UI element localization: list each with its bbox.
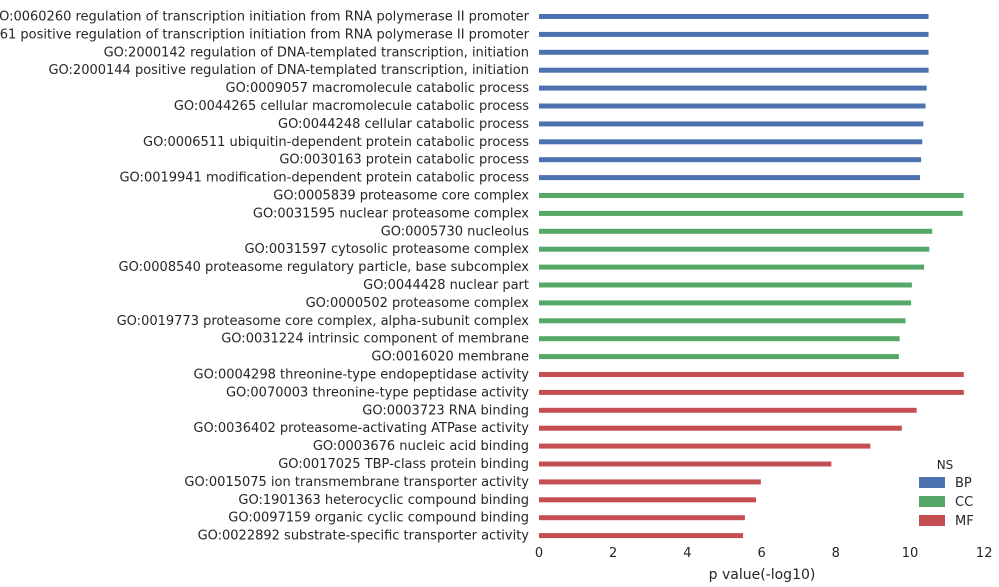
- category-label: GO:0003676 nucleic acid binding: [313, 439, 529, 454]
- category-label: GO:0030163 protein catabolic process: [279, 153, 529, 168]
- category-label: GO:2000142 regulation of DNA-templated t…: [104, 45, 529, 60]
- category-label: GO:0003723 RNA binding: [362, 403, 529, 418]
- x-axis-title: p value(-log10): [709, 567, 816, 583]
- category-label: GO:0005839 proteasome core complex: [273, 189, 529, 204]
- legend-items: BP CC MF: [919, 476, 974, 529]
- category-label: GO:0070003 threonine-type peptidase acti…: [226, 385, 529, 400]
- bar-mf: [539, 497, 757, 503]
- x-tick-label: 2: [609, 546, 617, 561]
- legend-label-mf: MF: [955, 514, 974, 529]
- bar-cc: [539, 354, 899, 360]
- x-tick-label: 10: [902, 546, 919, 561]
- category-label: GO:0015075 ion transmembrane transporter…: [184, 475, 529, 490]
- category-label: GO:0005730 nucleolus: [381, 224, 530, 239]
- category-label: GO:0000502 proteasome complex: [306, 296, 530, 311]
- bar-mf: [539, 443, 871, 449]
- x-tick-label: 0: [535, 546, 543, 561]
- legend-swatch-cc: [919, 496, 945, 507]
- bar-cc: [539, 336, 900, 342]
- x-tick-label: 8: [832, 546, 840, 561]
- category-label: GO:0019773 proteasome core complex, alph…: [117, 314, 530, 329]
- bar-cc: [539, 282, 912, 288]
- bar-bp: [539, 157, 922, 163]
- bar-mf: [539, 461, 832, 467]
- bar-cc: [539, 318, 906, 324]
- category-label: GO:0017025 TBP-class protein binding: [278, 457, 529, 472]
- category-label: GO:0036402 proteasome-activating ATPase …: [193, 421, 529, 436]
- legend-label-cc: CC: [955, 495, 973, 510]
- bars: [539, 14, 964, 539]
- category-label: GO:0019941 modification-dependent protei…: [119, 171, 529, 186]
- category-label: GO:1901363 heterocyclic compound binding: [238, 493, 529, 508]
- bar-cc: [539, 193, 964, 198]
- category-label: GO:0031595 nuclear proteasome complex: [253, 206, 529, 221]
- legend-swatch-mf: [919, 515, 945, 526]
- category-label: GO:0008540 proteasome regulatory particl…: [119, 260, 530, 275]
- category-label: GO:0031224 intrinsic component of membra…: [221, 332, 529, 347]
- x-tick-label: 4: [683, 546, 691, 561]
- bar-cc: [539, 264, 925, 270]
- bar-bp: [539, 31, 929, 37]
- bar-bp: [539, 121, 924, 127]
- category-label: GO:0044428 nuclear part: [363, 278, 529, 293]
- bar-bp: [539, 67, 929, 73]
- bar-mf: [539, 372, 964, 377]
- bar-cc: [539, 228, 933, 234]
- bar-mf: [539, 515, 745, 521]
- category-label: GO:0044248 cellular catabolic process: [278, 117, 529, 132]
- category-label: GO:0009057 macromolecule catabolic proce…: [226, 81, 530, 96]
- category-label: GO:2000144 positive regulation of DNA-te…: [48, 63, 529, 78]
- bar-bp: [539, 85, 927, 91]
- bar-mf: [539, 389, 964, 395]
- category-label: GO:0097159 organic cyclic compound bindi…: [228, 511, 529, 526]
- bar-bp: [539, 103, 926, 109]
- legend: NS BP CC MF: [919, 458, 974, 529]
- category-label: GO:0060260 regulation of transcription i…: [0, 10, 530, 25]
- bar-mf: [539, 407, 917, 413]
- legend-label-bp: BP: [955, 476, 972, 491]
- category-label: GO:0060261 positive regulation of transc…: [0, 27, 530, 42]
- x-axis-ticks: 0 2 4 6 8 10 12: [535, 546, 993, 561]
- bar-bp: [539, 139, 923, 145]
- bar-bp: [539, 49, 929, 55]
- x-tick-label: 12: [976, 546, 993, 561]
- bar-mf: [539, 425, 902, 431]
- legend-swatch-bp: [919, 477, 945, 488]
- legend-title: NS: [937, 458, 954, 472]
- category-label: GO:0016020 membrane: [371, 350, 529, 365]
- category-label: GO:0031597 cytosolic proteasome complex: [244, 242, 529, 257]
- bar-mf: [539, 533, 744, 539]
- x-tick-label: 6: [757, 546, 765, 561]
- bar-bp: [539, 175, 921, 181]
- category-label: GO:0022892 substrate-specific transporte…: [198, 529, 530, 544]
- category-labels: GO:0060260 regulation of transcription i…: [0, 10, 530, 544]
- category-label: GO:0044265 cellular macromolecule catabo…: [174, 99, 529, 114]
- bar-cc: [539, 246, 930, 252]
- bar-mf: [539, 479, 761, 485]
- category-label: GO:0006511 ubiquitin-dependent protein c…: [143, 135, 529, 150]
- bar-cc: [539, 210, 963, 216]
- bar-cc: [539, 300, 912, 306]
- bar-bp: [539, 14, 929, 19]
- category-label: GO:0004298 threonine-type endopeptidase …: [194, 368, 530, 383]
